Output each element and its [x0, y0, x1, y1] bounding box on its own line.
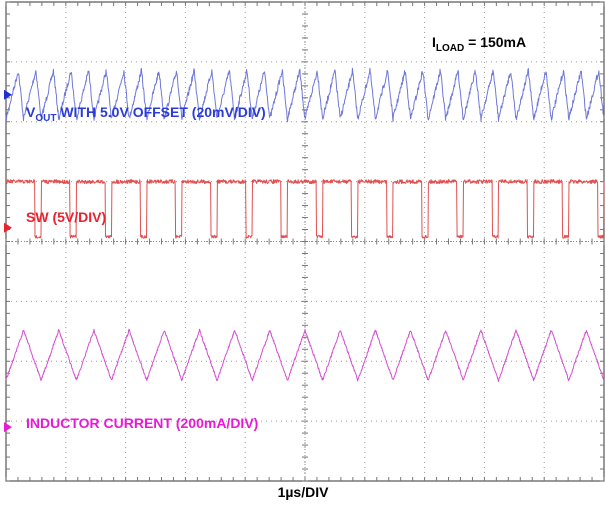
- ground-markers: [4, 89, 12, 433]
- trace-vout: [5, 67, 605, 123]
- series-label-inductor-current: INDUCTOR CURRENT (200mA/DIV): [26, 415, 258, 431]
- oscilloscope-plot: ILOAD = 150mA VOUT WITH 5.0V OFFSET (20m…: [4, 1, 605, 482]
- x-axis-label: 1µs/DIV: [277, 484, 329, 500]
- marker-sw: [4, 222, 12, 233]
- traces: [5, 67, 605, 383]
- load-annotation: ILOAD = 150mA: [432, 34, 526, 54]
- marker-vout: [4, 89, 12, 100]
- series-label-sw: SW (5V/DIV): [26, 209, 106, 225]
- trace-sw: [5, 179, 605, 239]
- marker-inductor-current: [4, 422, 12, 433]
- series-label-vout: VOUT WITH 5.0V OFFSET (20mV/DIV): [26, 104, 266, 124]
- grid: [5, 1, 605, 482]
- trace-inductor-current: [5, 328, 605, 383]
